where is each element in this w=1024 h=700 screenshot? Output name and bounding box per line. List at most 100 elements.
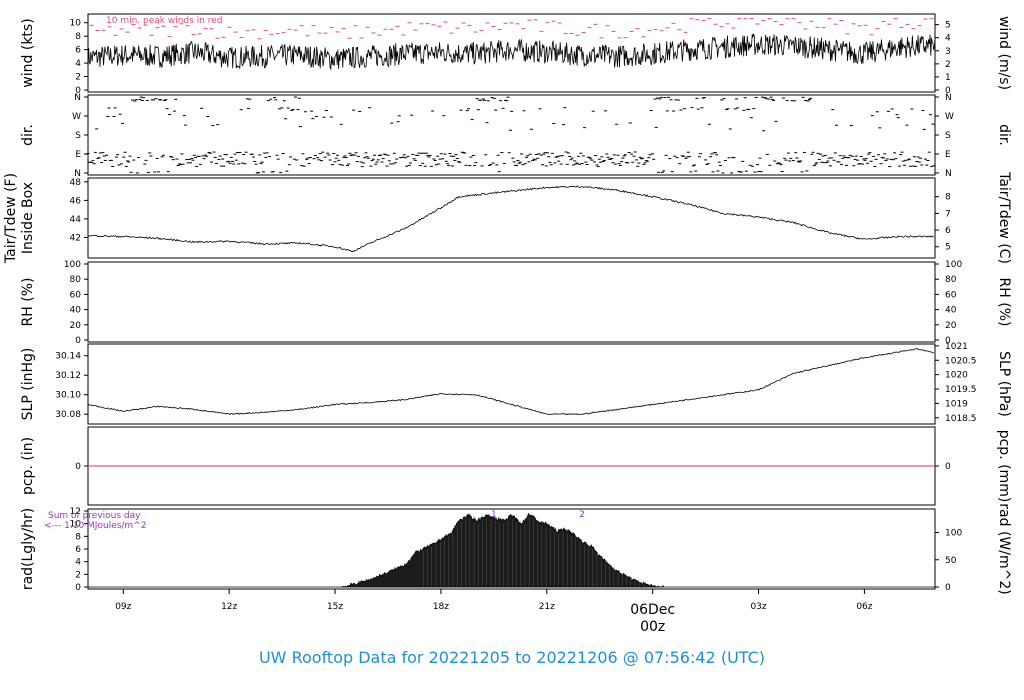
ytick-left-label: E [75, 150, 81, 160]
ytick-right-label: 20 [945, 321, 957, 331]
ytick-right-label: 60 [945, 290, 957, 300]
panel-frame-rh [87, 261, 936, 343]
rad-top-label: 2 [579, 510, 585, 520]
xtick-label: 09z [115, 602, 131, 612]
ytick-right-label: 1020 [945, 371, 968, 381]
wind-speed-line [87, 32, 936, 71]
ytick-left-label: 6 [75, 545, 81, 555]
ytick-left-label: 10 [70, 520, 82, 530]
ytick-right-label: 100 [945, 529, 962, 539]
ytick-right-label: W [945, 112, 954, 122]
ytick-right-label: N [945, 93, 952, 103]
ytick-right-label: 6 [945, 226, 951, 236]
direction-points [86, 96, 936, 174]
panel-pcp: pcp. (in) pcp. (mm) 0 0 [20, 426, 1012, 506]
ylabel-right-wind: wind (m/s) [996, 16, 1012, 90]
xtick-label: 12z [221, 602, 237, 612]
ytick-left-label: 6 [75, 46, 81, 56]
ytick-right-label: 1 [945, 73, 951, 83]
ytick-left-label: 44 [70, 215, 82, 225]
ytick-right-label: 5 [945, 243, 951, 253]
panel-frame-wind [87, 13, 936, 93]
ytick-left-label: 4 [75, 558, 81, 568]
ytick-left-label: 30.12 [55, 371, 81, 381]
ytick-left-label: 30.14 [55, 352, 81, 362]
ylabel-left-temp: Tair/Tdew (F) [3, 173, 19, 264]
ylabel-left-rh: RH (%) [20, 278, 36, 327]
radiation-area [341, 512, 664, 588]
ytick-left-label: 48 [70, 178, 82, 188]
ytick-left-label: 0 [75, 583, 81, 593]
ytick-right-label: 1018.5 [945, 414, 977, 424]
ytick-right-label: 0 [945, 336, 951, 346]
ytick-left-label: 40 [70, 306, 82, 316]
ylabel-right-slp: SLP (hPa) [996, 351, 1012, 417]
rad-note-line2: <--- 1.10 MJoules/m^2 [44, 521, 146, 531]
ytick-left-label: 8 [75, 532, 81, 542]
ylabel-left-wind: wind (kts) [20, 18, 36, 87]
ytick-left-label: 46 [70, 196, 82, 206]
xtick-label: 06z [856, 602, 872, 612]
panel-wind: wind (kts) wind (m/s) 0 2 4 6 8 10 0 1 2 3 4 5 10 min.… [20, 13, 1012, 96]
ytick-left-label: N [74, 169, 81, 179]
ylabel-left-pcp: pcp. (in) [20, 437, 36, 495]
ytick-right-label: 1021 [945, 342, 968, 352]
ytick-left-label: W [72, 112, 81, 122]
ytick-right-label: N [945, 169, 952, 179]
ylabel-left-dir: dir. [20, 124, 36, 146]
chart-title: UW Rooftop Data for 20221205 to 20221206… [258, 648, 766, 667]
panel-rad: rad(Lgly/hr) rad (W/m^2) 0 2 4 6 8 10 12 0 50 100 Su… [20, 503, 1012, 594]
rad-note-line1: Sum of previous day [48, 511, 141, 521]
ytick-right-label: 1020.5 [945, 356, 977, 366]
ytick-left-label: 42 [70, 233, 81, 243]
ytick-left-label: 20 [70, 321, 82, 331]
ytick-left-label: 0 [75, 86, 81, 96]
ytick-right-label: 2 [945, 60, 951, 70]
ylabel-left-rad: rad(Lgly/hr) [20, 508, 36, 590]
ytick-left-label: 8 [75, 32, 81, 42]
ytick-right-label: 50 [945, 556, 957, 566]
panel-rh: RH (%) RH (%) 0 20 40 60 80 100 0 20 40 60 80 100 [20, 260, 1012, 346]
ytick-right-label: E [945, 150, 951, 160]
panel-temp: Tair/Tdew (F) Inside Box Tair/Tdew (C) 42 44… [3, 171, 1012, 264]
date-marker-top: 06Dec [630, 602, 675, 618]
ytick-left-label: 100 [64, 260, 81, 270]
ytick-right-label: 8 [945, 193, 951, 203]
peak-wind-marks [89, 18, 934, 40]
ylabel-left-slp: SLP (inHg) [20, 348, 36, 421]
temp-line [87, 185, 934, 253]
ytick-left-label: N [74, 93, 81, 103]
ylabel-right-dir: dir. [996, 124, 1012, 146]
ytick-right-label: 5 [945, 21, 951, 31]
ytick-right-label: S [945, 131, 951, 141]
ylabel-right-pcp: pcp. (mm) [996, 430, 1012, 503]
ylabel-right-rh: RH (%) [996, 278, 1012, 327]
xtick-label: 18z [433, 602, 449, 612]
ytick-left-label: 0 [75, 462, 81, 472]
ytick-left-label: 2 [75, 570, 81, 580]
xtick-label: 15z [327, 602, 343, 612]
panel-frame-slp [87, 343, 936, 425]
ytick-left-label: 12 [70, 507, 81, 517]
ylabel-right-rad: rad (W/m^2) [996, 503, 1012, 594]
radiation-streaks [423, 517, 644, 587]
xtick-label: 03z [750, 602, 766, 612]
ytick-right-label: 1019 [945, 399, 968, 409]
ylabel-right-temp: Tair/Tdew (C) [996, 171, 1012, 264]
wind-annotation: 10 min. peak winds in red [106, 16, 223, 26]
ytick-right-label: 4 [945, 34, 951, 44]
panel-slp: SLP (inHg) SLP (hPa) 30.08 30.10 30.12 30.14 1… [20, 342, 1012, 425]
date-marker-bottom: 00z [640, 619, 665, 635]
ytick-right-label: 80 [945, 275, 957, 285]
ytick-right-label: 40 [945, 306, 957, 316]
ytick-right-label: 0 [945, 583, 951, 593]
ytick-right-label: 0 [945, 86, 951, 96]
ytick-right-label: 100 [945, 260, 962, 270]
ylabel-left2-temp: Inside Box [20, 182, 36, 254]
slp-line [87, 348, 934, 416]
ytick-left-label: 10 [70, 19, 82, 29]
ytick-left-label: 80 [70, 275, 82, 285]
